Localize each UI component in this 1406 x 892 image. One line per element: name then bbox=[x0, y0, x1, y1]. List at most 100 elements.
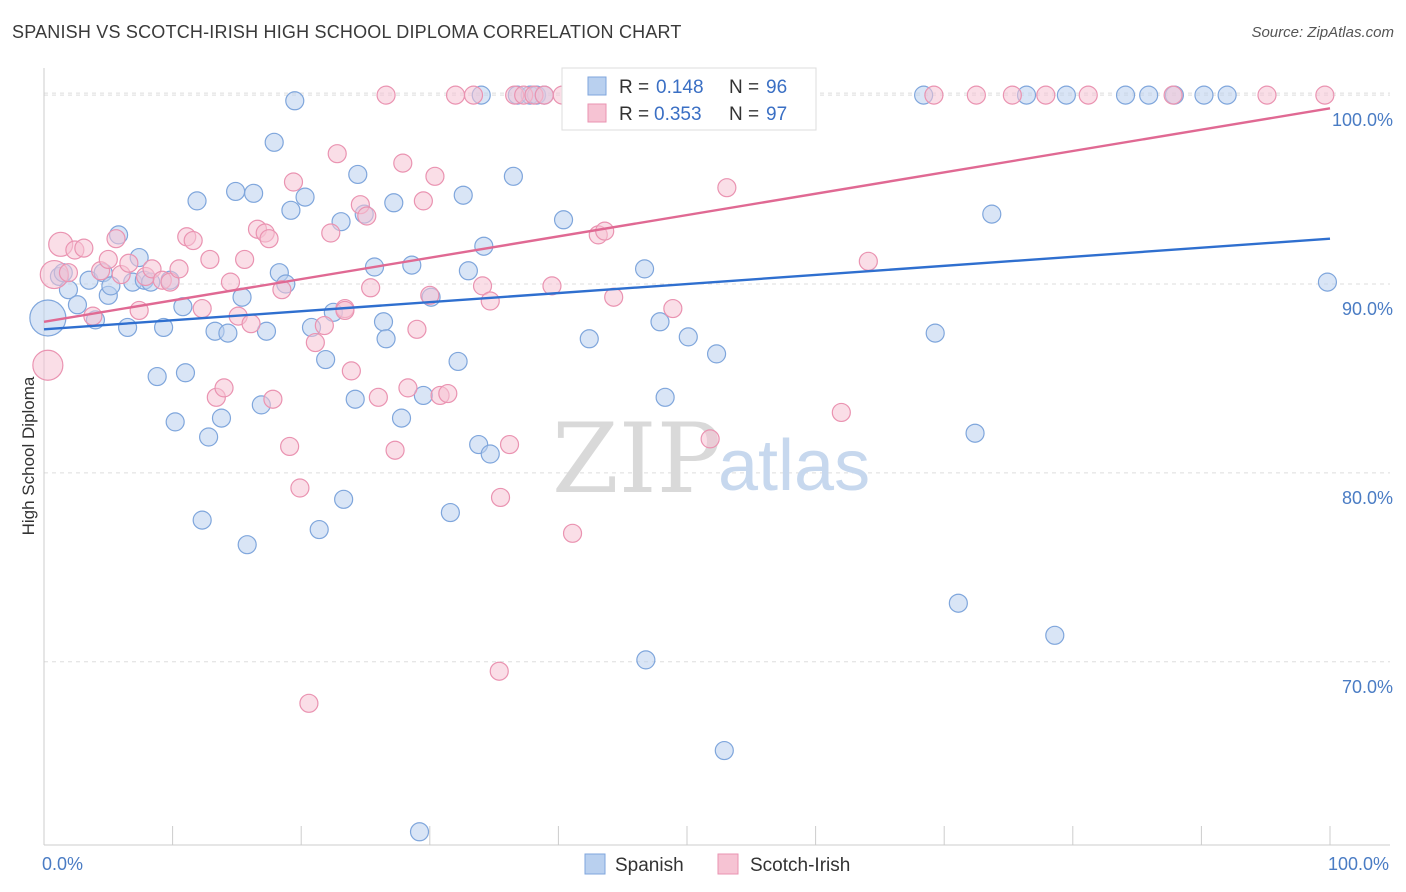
point-scotch-irish-78 bbox=[663, 298, 683, 319]
bottom-legend-swatch-spanish bbox=[584, 853, 606, 875]
point-spanish-4 bbox=[67, 295, 88, 315]
legend-r-value-scotch-irish: 0.353 bbox=[654, 104, 702, 125]
point-scotch-irish-51 bbox=[407, 319, 427, 339]
point-scotch-irish-19 bbox=[183, 230, 203, 251]
point-scotch-irish-60 bbox=[480, 291, 500, 311]
point-scotch-irish-33 bbox=[280, 436, 300, 457]
point-spanish-17 bbox=[153, 317, 174, 338]
trend-line-spanish bbox=[43, 237, 1331, 331]
point-scotch-irish-91 bbox=[1078, 85, 1098, 105]
point-scotch-irish-57 bbox=[445, 85, 466, 105]
point-spanish-16 bbox=[147, 366, 167, 387]
point-scotch-irish-16 bbox=[160, 272, 180, 292]
point-spanish-95 bbox=[1194, 85, 1214, 105]
point-scotch-irish-0 bbox=[32, 349, 64, 381]
point-spanish-50 bbox=[373, 312, 394, 332]
point-spanish-90 bbox=[1045, 625, 1065, 645]
point-spanish-85 bbox=[925, 323, 945, 343]
point-scotch-irish-6 bbox=[83, 306, 103, 326]
y-axis-title: High School Diploma bbox=[19, 376, 38, 535]
legend-swatch-spanish bbox=[587, 76, 607, 96]
point-scotch-irish-59 bbox=[472, 276, 493, 296]
watermark-atlas: atlas bbox=[718, 426, 870, 506]
point-scotch-irish-93 bbox=[1257, 85, 1277, 105]
point-scotch-irish-17 bbox=[169, 259, 189, 279]
point-scotch-irish-46 bbox=[368, 387, 388, 407]
point-scotch-irish-34 bbox=[283, 172, 304, 192]
point-scotch-irish-86 bbox=[858, 251, 878, 271]
point-spanish-96 bbox=[1217, 85, 1237, 105]
point-spanish-28 bbox=[226, 181, 246, 202]
point-scotch-irish-42 bbox=[341, 361, 361, 381]
point-scotch-irish-69 bbox=[562, 523, 583, 543]
x-tick-label-min: 0.0% bbox=[42, 854, 83, 874]
point-spanish-58 bbox=[440, 502, 460, 523]
point-scotch-irish-88 bbox=[966, 85, 986, 105]
point-scotch-irish-8 bbox=[98, 249, 118, 270]
point-scotch-irish-20 bbox=[192, 298, 212, 319]
point-spanish-30 bbox=[237, 535, 257, 555]
point-scotch-irish-49 bbox=[393, 153, 413, 173]
point-scotch-irish-56 bbox=[438, 383, 458, 404]
point-scotch-irish-90 bbox=[1036, 85, 1056, 105]
point-spanish-87 bbox=[965, 423, 985, 443]
grid-layer bbox=[44, 92, 1390, 663]
point-spanish-37 bbox=[281, 200, 301, 220]
point-spanish-80 bbox=[678, 327, 698, 347]
point-scotch-irish-38 bbox=[314, 315, 334, 336]
legend-r-label-spanish: R = bbox=[619, 77, 649, 98]
point-scotch-irish-27 bbox=[241, 314, 261, 334]
point-scotch-irish-9 bbox=[106, 229, 126, 249]
point-spanish-31 bbox=[244, 183, 264, 203]
x-tick-labels: 0.0% 100.0% bbox=[42, 854, 1389, 874]
point-scotch-irish-40 bbox=[327, 144, 347, 164]
point-spanish-23 bbox=[192, 510, 212, 530]
point-scotch-irish-54 bbox=[425, 166, 445, 186]
point-spanish-64 bbox=[480, 444, 500, 464]
point-scotch-irish-92 bbox=[1163, 85, 1183, 105]
point-spanish-21 bbox=[175, 363, 196, 383]
point-scotch-irish-39 bbox=[321, 223, 341, 243]
trend-layer bbox=[43, 107, 1331, 331]
point-spanish-79 bbox=[655, 387, 675, 407]
bottom-legend-label-spanish: Spanish bbox=[615, 855, 684, 876]
point-spanish-98 bbox=[634, 259, 655, 279]
point-spanish-19 bbox=[165, 412, 185, 432]
point-spanish-27 bbox=[218, 323, 238, 343]
point-scotch-irish-95 bbox=[489, 661, 509, 681]
point-spanish-77 bbox=[636, 650, 656, 670]
point-spanish-61 bbox=[458, 261, 478, 281]
y-tick-label-90: 90.0% bbox=[1342, 299, 1393, 319]
point-spanish-81 bbox=[706, 344, 727, 364]
point-spanish-72 bbox=[579, 329, 599, 349]
point-scotch-irish-96 bbox=[335, 300, 355, 321]
point-spanish-78 bbox=[650, 312, 670, 332]
point-spanish-39 bbox=[295, 187, 315, 207]
point-spanish-65 bbox=[503, 166, 523, 186]
watermark-zip: ZIP bbox=[552, 403, 721, 515]
point-spanish-92 bbox=[1115, 85, 1136, 105]
point-scotch-irish-67 bbox=[542, 276, 562, 296]
point-spanish-82 bbox=[714, 740, 734, 761]
legend-box: R = 0.148 N = 96 R = 0.353 N = 97 bbox=[561, 67, 817, 131]
point-spanish-22 bbox=[187, 191, 207, 211]
point-scotch-irish-82 bbox=[717, 178, 737, 198]
legend-n-label-scotch-irish: N = bbox=[729, 104, 759, 125]
chart-title: SPANISH VS SCOTCH-IRISH HIGH SCHOOL DIPL… bbox=[12, 22, 682, 42]
point-spanish-45 bbox=[334, 489, 354, 509]
point-spanish-93 bbox=[1139, 85, 1159, 105]
point-scotch-irish-11 bbox=[119, 253, 139, 273]
point-scotch-irish-87 bbox=[924, 85, 944, 105]
bottom-legend-label-scotch-irish: Scotch-Irish bbox=[750, 855, 850, 876]
point-scotch-irish-35 bbox=[290, 478, 310, 498]
point-spanish-53 bbox=[391, 408, 412, 428]
point-spanish-38 bbox=[285, 91, 305, 111]
y-tick-labels: 70.0% 80.0% 90.0% 100.0% bbox=[1332, 110, 1393, 697]
legend-r-label-scotch-irish: R = bbox=[619, 104, 649, 125]
point-scotch-irish-3 bbox=[58, 263, 79, 283]
point-scotch-irish-37 bbox=[305, 332, 325, 353]
point-scotch-irish-62 bbox=[499, 434, 520, 455]
point-scotch-irish-53 bbox=[420, 285, 440, 305]
point-scotch-irish-94 bbox=[1315, 85, 1335, 105]
